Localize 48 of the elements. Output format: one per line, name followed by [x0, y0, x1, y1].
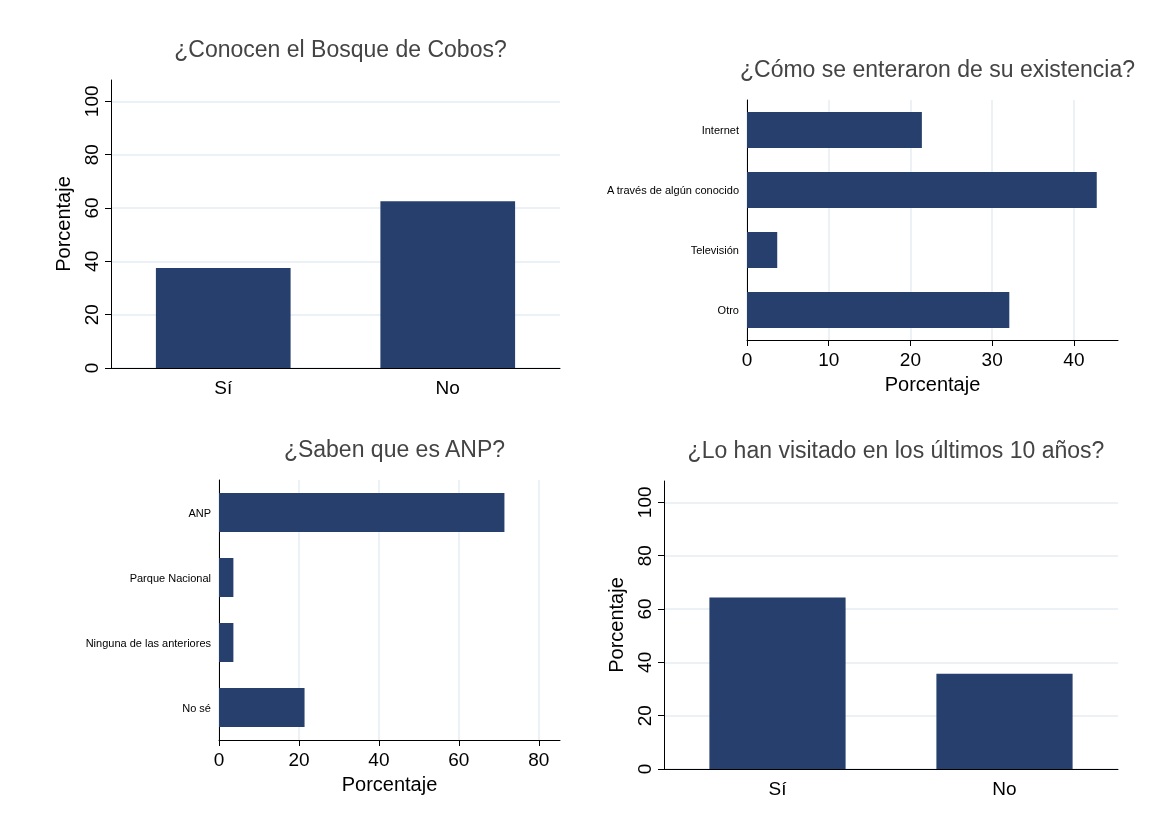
x-axis-title: Porcentaje — [884, 373, 981, 395]
y-axis-title: Porcentaje — [605, 577, 627, 673]
y-tick-label: 20 — [81, 304, 102, 326]
x-tick-label: 10 — [818, 349, 840, 370]
x-axis-title: Porcentaje — [341, 773, 438, 795]
y-tick-label: Internet — [701, 124, 739, 136]
y-tick-label: No sé — [182, 701, 211, 714]
x-tick-label: Sí — [214, 377, 233, 398]
x-tick-label: No — [435, 377, 460, 398]
bar — [747, 172, 1097, 208]
bar — [219, 623, 234, 662]
y-tick-label: Televisión — [690, 244, 739, 256]
y-tick-label: 20 — [634, 705, 655, 727]
x-tick-label: 20 — [899, 349, 922, 370]
x-tick-label: 30 — [981, 349, 1003, 370]
chart-title: ¿Lo han visitado en los últimos 10 años? — [687, 436, 1105, 463]
x-tick-label: Sí — [768, 778, 788, 799]
y-tick-label: 40 — [81, 250, 102, 272]
x-tick-label: 0 — [741, 349, 753, 370]
bar — [747, 232, 778, 268]
y-tick-label: Otro — [717, 304, 739, 316]
y-tick-label: 100 — [634, 486, 655, 519]
y-tick-label: Ninguna de las anteriores — [85, 636, 212, 649]
chart-title: ¿Saben que es ANP? — [283, 435, 506, 462]
bar — [219, 493, 505, 532]
y-axis-title: Porcentaje — [52, 176, 74, 272]
y-tick-label: ANP — [188, 506, 211, 519]
y-tick-label: 100 — [81, 85, 102, 118]
x-tick-label: 40 — [368, 749, 390, 770]
y-tick-label: Parque Nacional — [129, 571, 211, 584]
x-tick-label: 80 — [528, 749, 550, 770]
bar — [219, 688, 305, 727]
bar — [747, 292, 1010, 328]
y-tick-label: 80 — [81, 144, 102, 166]
y-tick-label: A través de algún conocido — [606, 184, 739, 196]
y-tick-label: 60 — [81, 197, 102, 219]
chart-title: ¿Cómo se enteraron de su existencia? — [739, 55, 1136, 82]
chart-title: ¿Conocen el Bosque de Cobos? — [174, 35, 507, 62]
x-tick-label: 0 — [213, 749, 225, 770]
y-tick-label: 60 — [634, 598, 655, 620]
y-tick-label: 80 — [634, 545, 655, 567]
bar — [219, 558, 234, 597]
x-tick-label: 40 — [1063, 349, 1085, 370]
x-tick-label: No — [992, 778, 1017, 799]
y-tick-label: 40 — [634, 651, 655, 673]
x-tick-label: 60 — [448, 749, 470, 770]
bar — [747, 112, 922, 148]
x-tick-label: 20 — [288, 749, 310, 770]
